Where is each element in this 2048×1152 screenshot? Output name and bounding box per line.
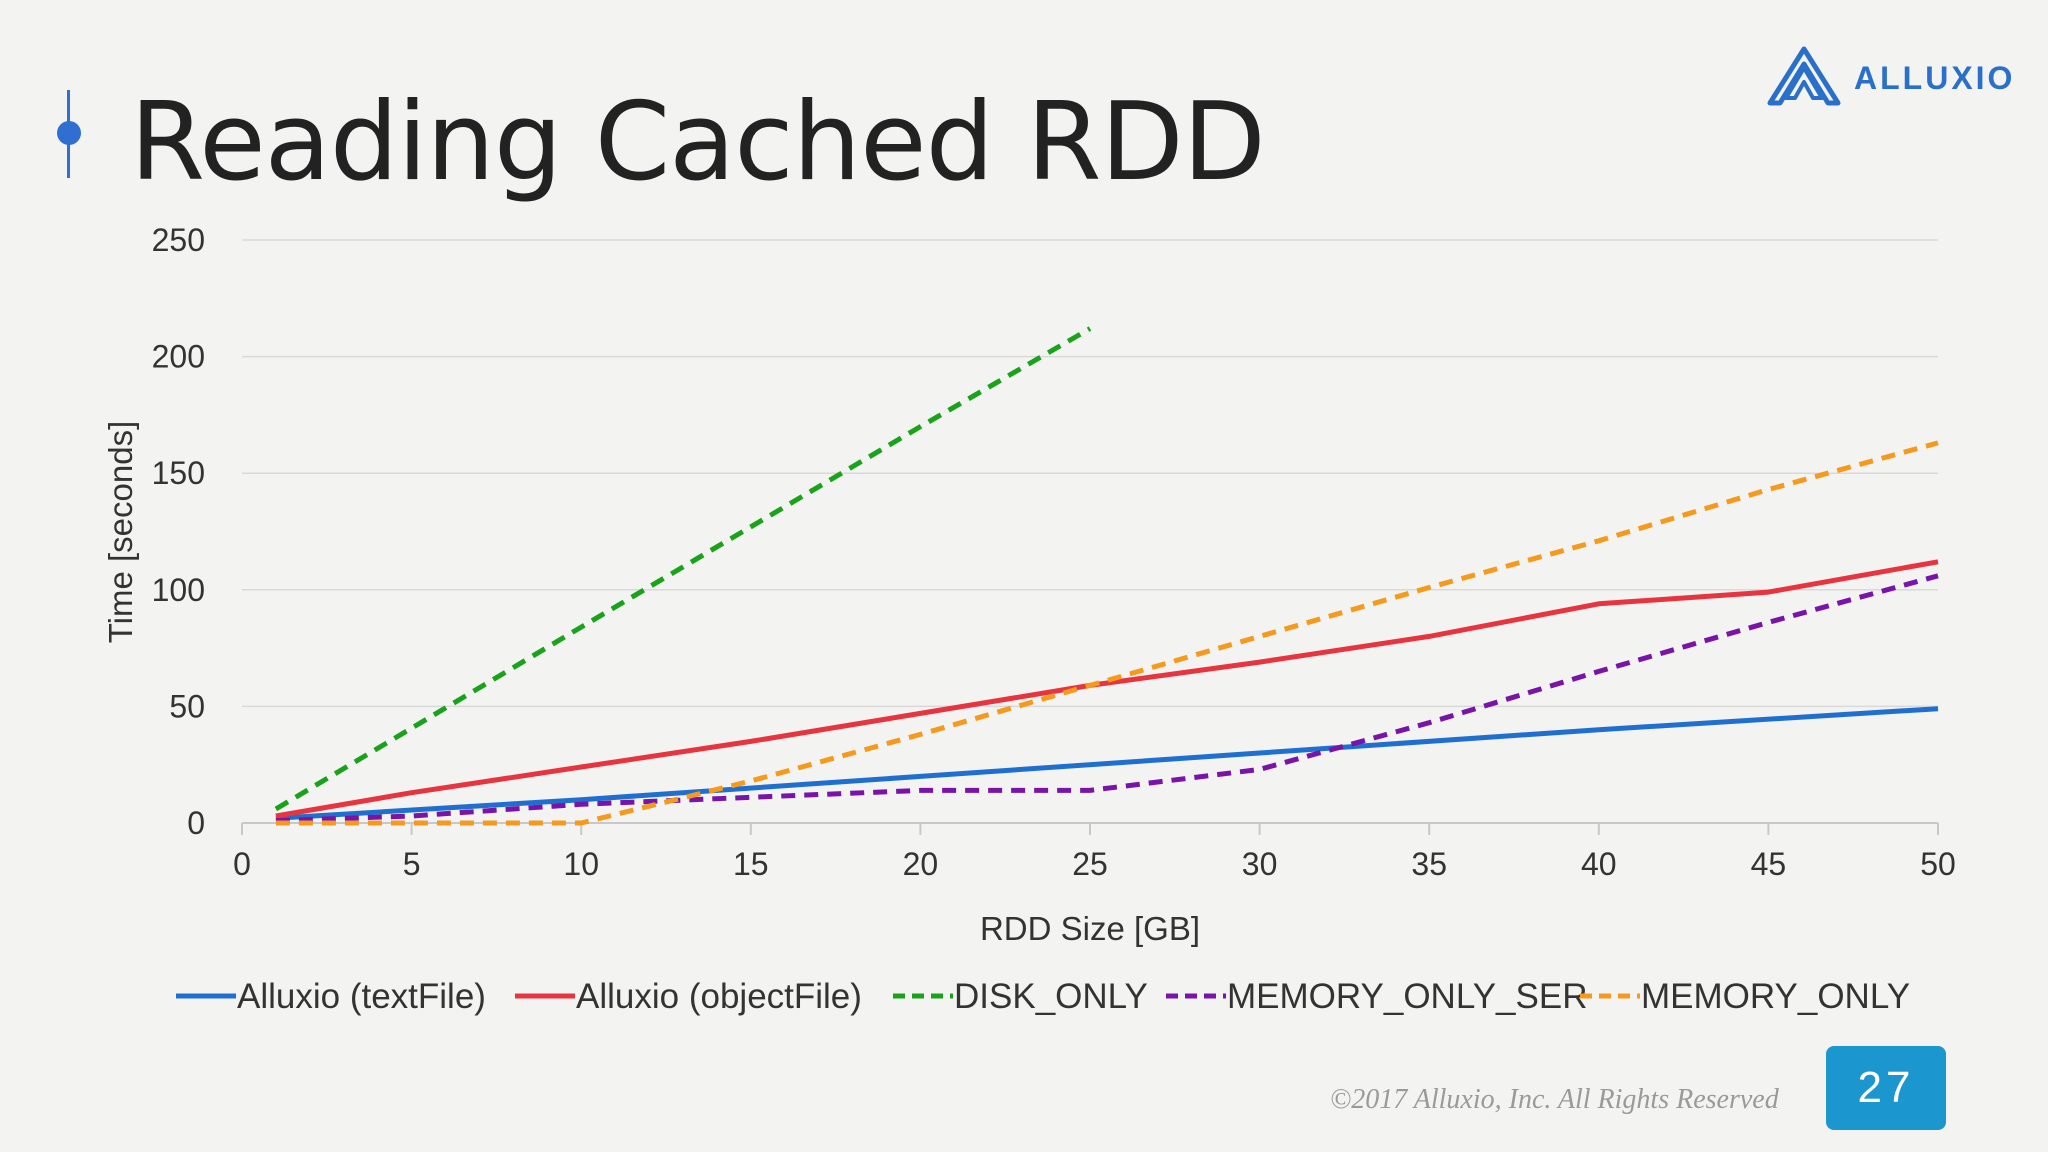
legend-label: DISK_ONLY: [954, 977, 1148, 1016]
x-tick-label: 50: [1920, 846, 1956, 882]
grid-lines: [242, 239, 1938, 708]
logo-text: ALLUXIO: [1854, 60, 2016, 96]
y-tick-label: 250: [152, 222, 205, 258]
series-line-memory-only-ser: [275, 573, 1939, 824]
x-tick-label: 10: [563, 846, 599, 882]
x-tick-label: 0: [233, 846, 251, 882]
series-line-alluxio-textfile: [275, 706, 1939, 821]
legend-label: MEMORY_ONLY: [1641, 977, 1910, 1016]
y-tick-label: 100: [152, 572, 205, 608]
series-line-alluxio-objectfile: [275, 559, 1939, 819]
x-axis-title: RDD Size [GB]: [980, 910, 1200, 947]
page-number-badge: 27: [1826, 1046, 1946, 1130]
title-accent-dot: [57, 121, 81, 145]
series-line-disk-only: [274, 326, 1092, 812]
legend-label: Alluxio (objectFile): [576, 977, 862, 1016]
y-tick-label: 50: [169, 688, 205, 724]
x-tick-label: 45: [1751, 846, 1787, 882]
series-line-memory-only: [275, 440, 1939, 826]
x-tick-label: 25: [1072, 846, 1108, 882]
series-lines: [274, 326, 1939, 826]
y-tick-label: 200: [152, 339, 205, 375]
y-axis-title: Time [seconds]: [102, 421, 139, 644]
y-tick-label: 0: [187, 805, 205, 841]
legend: Alluxio (textFile) Alluxio (objectFile) DI…: [176, 977, 1910, 1016]
axes: 0 50 100 150 200 250 0 5 10 15 20 25 30 35 40 45 50: [152, 222, 1956, 882]
x-tick-label: 5: [403, 846, 421, 882]
copyright-text: ©2017 Alluxio, Inc. All Rights Reserved: [1330, 1084, 1779, 1115]
y-tick-label: 150: [152, 455, 205, 491]
page-title: Reading Cached RDD: [130, 80, 1266, 205]
alluxio-logo-icon: [1767, 46, 1841, 106]
legend-label: MEMORY_ONLY_SER: [1227, 977, 1587, 1016]
alluxio-logo: ALLUXIO: [1766, 46, 2026, 106]
x-tick-label: 35: [1411, 846, 1447, 882]
x-tick-label: 15: [733, 846, 769, 882]
legend-label: Alluxio (textFile): [237, 977, 486, 1016]
x-tick-label: 30: [1242, 846, 1278, 882]
x-tick-label: 20: [903, 846, 939, 882]
x-tick-label: 40: [1581, 846, 1617, 882]
